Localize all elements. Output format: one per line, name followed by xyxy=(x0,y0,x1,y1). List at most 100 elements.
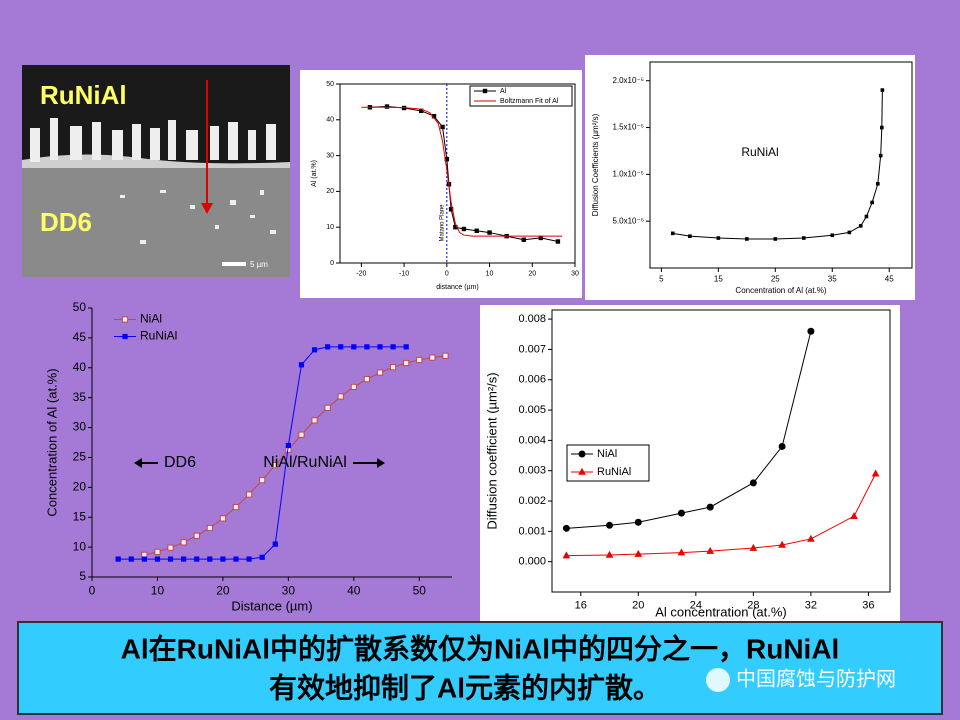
marker xyxy=(298,362,305,368)
marker xyxy=(311,347,318,353)
marker xyxy=(338,344,344,350)
y-tick-label: 0.008 xyxy=(518,313,546,325)
x-tick-label: 30 xyxy=(571,271,579,278)
annotation-arrow-head xyxy=(377,458,385,468)
marker xyxy=(431,114,437,119)
legend-label: RuNiAl xyxy=(597,466,631,478)
marker xyxy=(364,344,370,350)
marker xyxy=(377,344,383,350)
marker xyxy=(807,327,815,335)
x-tick-label: 15 xyxy=(714,275,723,284)
marker xyxy=(605,550,614,558)
y-tick-label: 10 xyxy=(73,539,87,553)
marker xyxy=(858,224,863,228)
marker xyxy=(453,225,458,230)
chart: 0.000 0.001 0.002 0.003 0.004 0.005 0.006 0.007… xyxy=(484,309,891,619)
marker xyxy=(440,124,445,130)
marker xyxy=(128,556,134,562)
marker xyxy=(807,534,815,542)
y-tick-label: 35 xyxy=(73,390,87,404)
marker xyxy=(864,214,869,219)
y-tick-label: 25 xyxy=(73,450,87,464)
x-tick-label: 32 xyxy=(805,600,817,612)
marker xyxy=(677,509,685,517)
marker xyxy=(181,556,187,562)
marker xyxy=(634,518,642,526)
marker xyxy=(716,236,721,240)
x-tick-label: 10 xyxy=(151,584,165,598)
watermark: 中国腐蚀与防护网 xyxy=(736,667,896,690)
y-axis-title: Diffusion coefficient (µm²/s) xyxy=(484,372,499,529)
y-tick-label: 1.5x10⁻⁵ xyxy=(612,123,644,132)
legend-label: NiAl xyxy=(597,448,617,460)
marker xyxy=(376,369,384,376)
marker xyxy=(285,442,291,449)
x-tick-label: 20 xyxy=(216,584,230,598)
interface xyxy=(22,154,290,168)
y-tick-label: 0.001 xyxy=(518,525,546,537)
y-tick-label: 1.0x10⁻⁵ xyxy=(612,169,644,178)
y-tick-label: 45 xyxy=(73,330,87,344)
marker xyxy=(870,200,874,205)
x-tick-label: 20 xyxy=(632,600,644,612)
marker xyxy=(521,237,526,242)
annotation-arrow-head xyxy=(134,458,142,468)
marker xyxy=(193,532,200,539)
marker xyxy=(141,556,147,562)
marker xyxy=(474,228,479,233)
chart: 0 10 20 30 40 50 -20 -10 0 10 20 30 distance (µm) Al … xyxy=(311,81,579,291)
marker xyxy=(206,524,213,532)
marker xyxy=(745,237,749,241)
marker xyxy=(778,540,786,548)
y-tick-label: 20 xyxy=(326,188,334,195)
marker xyxy=(538,235,544,241)
marker xyxy=(403,344,409,350)
y-tick-label: 30 xyxy=(73,420,87,434)
marker xyxy=(749,543,758,551)
marker xyxy=(325,344,331,350)
marker xyxy=(778,442,786,450)
marker xyxy=(259,554,265,560)
marker xyxy=(878,153,883,158)
y-tick-label: 0.006 xyxy=(518,374,546,386)
x-tick-label: 0 xyxy=(89,584,96,598)
x-tick-label: 36 xyxy=(862,600,874,612)
y-tick-label: 5 xyxy=(79,569,86,583)
legend-label: Al xyxy=(500,88,507,95)
marker xyxy=(351,344,357,350)
marker xyxy=(801,236,806,240)
legend-label: NiAl xyxy=(140,312,162,326)
scale-label: 5 µm xyxy=(250,260,268,269)
marker xyxy=(850,511,858,519)
marker xyxy=(634,549,643,557)
legend-marker xyxy=(482,88,488,94)
x-tick-label: 25 xyxy=(771,275,780,284)
chart-panel xyxy=(585,55,915,300)
marker xyxy=(298,431,305,438)
marker xyxy=(246,556,252,562)
marker xyxy=(688,234,692,238)
marker xyxy=(245,491,253,498)
y-tick-label: 0 xyxy=(330,260,334,267)
series-line xyxy=(566,331,812,529)
marker xyxy=(871,469,880,477)
reference-label: Matano Plane xyxy=(439,204,445,242)
caption-line: Al在RuNiAl中的扩散系数仅为NiAl中的四分之一，RuNiAl xyxy=(121,632,840,664)
y-tick-label: 0.000 xyxy=(518,556,546,568)
y-tick-label: 40 xyxy=(73,360,87,374)
marker xyxy=(749,479,757,487)
x-axis-title: Distance (µm) xyxy=(231,598,312,613)
marker xyxy=(880,88,885,92)
x-tick-label: 24 xyxy=(690,600,702,612)
x-tick-label: 30 xyxy=(282,584,296,598)
x-tick-label: 5 xyxy=(659,275,664,284)
marker xyxy=(847,230,852,235)
y-tick-label: 0.007 xyxy=(518,343,546,355)
chart-panel xyxy=(300,70,582,298)
marker xyxy=(706,546,715,554)
marker xyxy=(363,376,371,383)
marker xyxy=(350,383,357,391)
marker xyxy=(429,354,436,361)
